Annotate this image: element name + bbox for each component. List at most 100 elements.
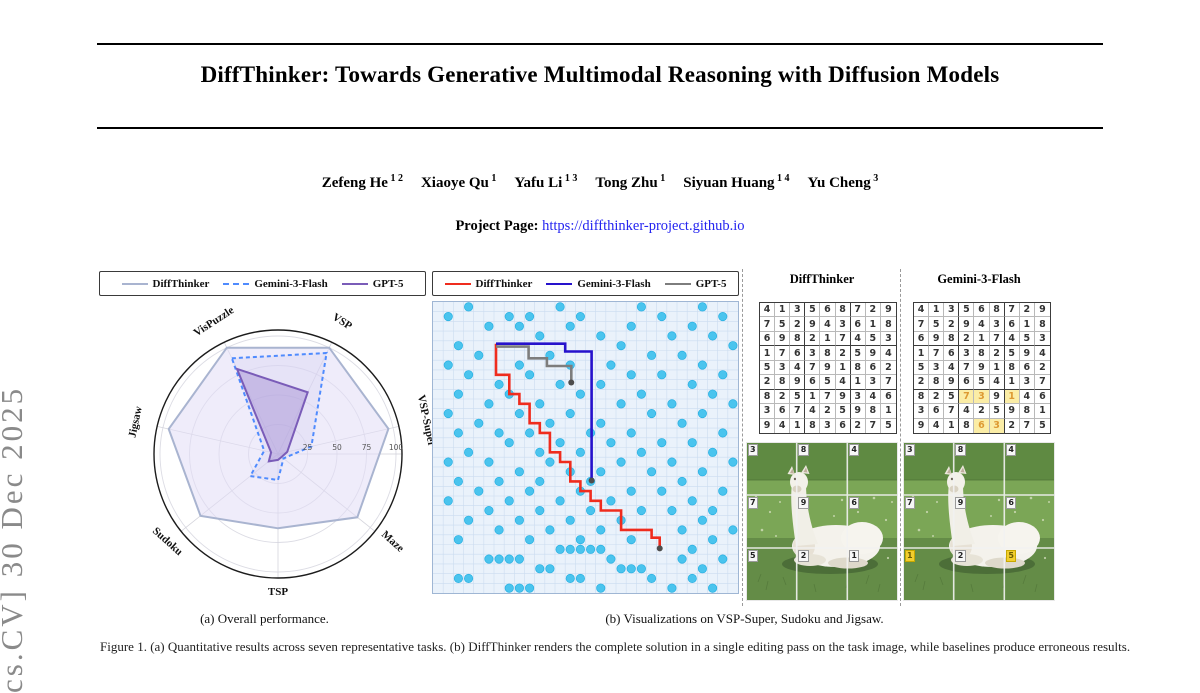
- maze-obstacle-dot: [677, 350, 687, 360]
- sudoku-cell: 1: [790, 418, 806, 433]
- sudoku-cell: 6: [1019, 360, 1035, 376]
- sudoku-cell: 3: [989, 418, 1005, 433]
- sudoku-cell: 9: [944, 375, 960, 390]
- maze-obstacle-dot: [575, 535, 585, 545]
- top-rule: [97, 43, 1103, 45]
- maze-obstacle-dot: [525, 535, 535, 545]
- sudoku-cell: 5: [835, 404, 851, 419]
- maze-obstacle-dot: [575, 447, 585, 457]
- sudoku-cell: 3: [989, 317, 1005, 332]
- maze-obstacle-dot: [494, 476, 504, 486]
- sudoku-cell: 1: [974, 331, 990, 347]
- column-title-diffthinker: DiffThinker: [789, 272, 855, 286]
- maze-obstacle-dot: [667, 506, 677, 516]
- sudoku-cell: 1: [1034, 404, 1050, 419]
- divider-columns: [900, 269, 901, 606]
- sudoku-cell: 8: [944, 331, 960, 347]
- maze-obstacle-dot: [494, 379, 504, 389]
- sudoku-cell: 2: [974, 404, 990, 419]
- maze-obstacle-dot: [677, 418, 687, 428]
- sudoku-cell: 5: [760, 360, 776, 376]
- maze-obstacle-dot: [728, 457, 738, 467]
- sudoku-cell: 2: [929, 389, 945, 405]
- sudoku-cell: 5: [989, 404, 1005, 419]
- maze-obstacle-dot: [565, 544, 575, 554]
- maze-obstacle-dot: [626, 428, 636, 438]
- sudoku-cell: 8: [760, 389, 776, 405]
- sudoku-cell: 8: [1019, 404, 1035, 419]
- sudoku-cell: 3: [944, 303, 960, 318]
- maze-obstacle-dot: [565, 573, 575, 583]
- maze-obstacle-dot: [687, 544, 697, 554]
- jigsaw-image-diffthinker: 3 8 4 7 9 6 5 2 1: [746, 442, 898, 601]
- maze-obstacle-dot: [586, 544, 596, 554]
- sudoku-cell: 8: [850, 360, 866, 376]
- sudoku-cell: 3: [820, 418, 836, 433]
- maze-obstacle-dot: [626, 564, 636, 574]
- maze-obstacle-dot: [535, 476, 545, 486]
- sudoku-cell: 6: [805, 375, 821, 390]
- maze-obstacle-dot: [708, 447, 718, 457]
- sudoku-cell: 9: [775, 331, 791, 347]
- sudoku-cell: 9: [760, 418, 776, 433]
- sudoku-cell: 8: [865, 404, 881, 419]
- sudoku-cell: 2: [760, 375, 776, 390]
- sudoku-cell: 7: [880, 375, 896, 390]
- maze-path-end-marker: [656, 545, 663, 552]
- jigsaw-tile-label: 1: [848, 549, 860, 562]
- author: Tong Zhu 1: [595, 173, 666, 191]
- maze-obstacle-dot: [453, 341, 463, 351]
- sudoku-cell: 3: [775, 360, 791, 376]
- sudoku-cell: 7: [1019, 418, 1035, 433]
- project-page-link[interactable]: https://diffthinker-project.github.io: [542, 218, 745, 234]
- maze-path-gpt-5: [496, 345, 573, 383]
- maze-obstacle-dot: [677, 554, 687, 564]
- sudoku-cell: 2: [835, 346, 851, 361]
- sudoku-cell: 3: [835, 317, 851, 332]
- sudoku-cell: 7: [775, 346, 791, 361]
- maze-svg: [433, 302, 738, 593]
- sudoku-cell: 5: [865, 331, 881, 347]
- sudoku-cell: 8: [974, 346, 990, 361]
- sudoku-cell: 5: [1019, 331, 1035, 347]
- maze-obstacle-dot: [555, 544, 565, 554]
- maze-obstacle-dot: [555, 379, 565, 389]
- jigsaw-tile-label: 1: [904, 549, 916, 562]
- maze-obstacle-dot: [525, 370, 535, 380]
- maze-obstacle-dot: [484, 457, 494, 467]
- maze-obstacle-dot: [514, 467, 524, 477]
- sudoku-cell: 6: [929, 404, 945, 419]
- sudoku-cell: 1: [865, 317, 881, 332]
- sudoku-cell: 5: [805, 303, 821, 318]
- maze-obstacle-dot: [718, 554, 728, 564]
- maze-obstacle-dot: [647, 467, 657, 477]
- jigsaw-tile-label: 3: [904, 443, 916, 456]
- sudoku-cell: 6: [974, 418, 990, 433]
- sudoku-cell: 5: [880, 418, 896, 433]
- jigsaw-tile-label: 9: [798, 496, 809, 509]
- legend-label: Gemini-3-Flash: [254, 277, 328, 290]
- maze-obstacle-dot: [565, 515, 575, 525]
- maze-obstacle-dot: [453, 476, 463, 486]
- legend-line-sample: [121, 282, 148, 285]
- maze-obstacle-dot: [636, 302, 646, 312]
- maze-obstacle-dot: [525, 486, 535, 496]
- maze-obstacle-dot: [667, 331, 677, 341]
- sudoku-cell: 5: [1004, 346, 1020, 361]
- maze-obstacle-dot: [575, 573, 585, 583]
- maze-obstacle-dot: [616, 341, 626, 351]
- maze-obstacle-dot: [453, 573, 463, 583]
- sudoku-cell: 3: [865, 375, 881, 390]
- maze-obstacle-dot: [616, 457, 626, 467]
- maze-obstacle-dot: [626, 535, 636, 545]
- maze-obstacle-dot: [687, 438, 697, 448]
- maze-obstacle-dot: [464, 370, 474, 380]
- sudoku-cell: 5: [775, 317, 791, 332]
- legend-item: Gemini-3-Flash: [546, 278, 651, 290]
- sudoku-cell: 9: [974, 360, 990, 376]
- caption-b: (b) Visualizations on VSP-Super, Sudoku …: [605, 611, 884, 626]
- sudoku-cell: 6: [959, 375, 975, 390]
- maze-panel: [432, 301, 739, 594]
- jigsaw-tile-label: 8: [798, 443, 809, 456]
- maze-obstacle-dot: [626, 486, 636, 496]
